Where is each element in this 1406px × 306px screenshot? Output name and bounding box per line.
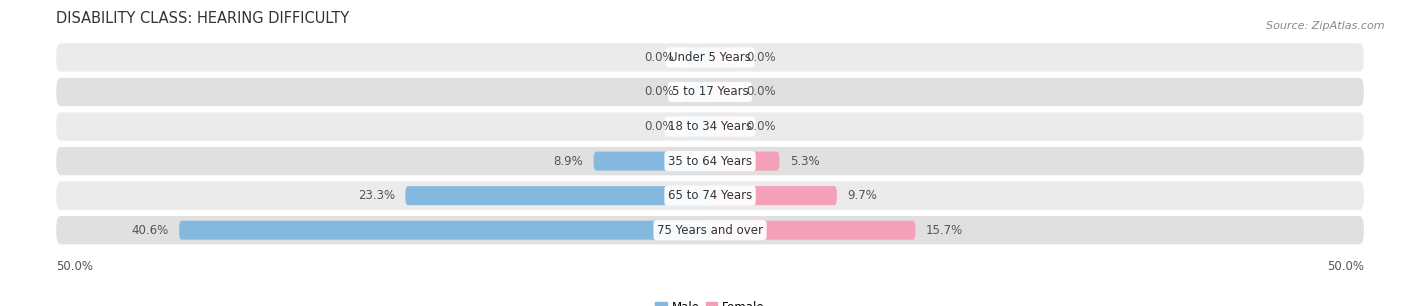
- FancyBboxPatch shape: [56, 78, 1364, 106]
- Legend: Male, Female: Male, Female: [655, 300, 765, 306]
- Text: 75 Years and over: 75 Years and over: [657, 224, 763, 237]
- Text: Under 5 Years: Under 5 Years: [669, 51, 751, 64]
- Text: DISABILITY CLASS: HEARING DIFFICULTY: DISABILITY CLASS: HEARING DIFFICULTY: [56, 11, 350, 26]
- Text: 18 to 34 Years: 18 to 34 Years: [668, 120, 752, 133]
- Text: 65 to 74 Years: 65 to 74 Years: [668, 189, 752, 202]
- FancyBboxPatch shape: [179, 221, 710, 240]
- FancyBboxPatch shape: [56, 147, 1364, 175]
- FancyBboxPatch shape: [710, 83, 737, 102]
- FancyBboxPatch shape: [405, 186, 710, 205]
- Text: 50.0%: 50.0%: [56, 259, 93, 273]
- FancyBboxPatch shape: [683, 117, 710, 136]
- Text: 0.0%: 0.0%: [747, 51, 776, 64]
- Text: Source: ZipAtlas.com: Source: ZipAtlas.com: [1267, 21, 1385, 32]
- FancyBboxPatch shape: [710, 221, 915, 240]
- Text: 0.0%: 0.0%: [747, 120, 776, 133]
- Text: 40.6%: 40.6%: [131, 224, 169, 237]
- Text: 8.9%: 8.9%: [554, 155, 583, 168]
- Text: 15.7%: 15.7%: [925, 224, 963, 237]
- FancyBboxPatch shape: [710, 117, 737, 136]
- FancyBboxPatch shape: [683, 83, 710, 102]
- FancyBboxPatch shape: [710, 186, 837, 205]
- Text: 9.7%: 9.7%: [848, 189, 877, 202]
- Text: 5 to 17 Years: 5 to 17 Years: [672, 85, 748, 99]
- Text: 23.3%: 23.3%: [357, 189, 395, 202]
- FancyBboxPatch shape: [56, 43, 1364, 72]
- Text: 0.0%: 0.0%: [747, 85, 776, 99]
- FancyBboxPatch shape: [710, 48, 737, 67]
- FancyBboxPatch shape: [710, 151, 779, 171]
- Text: 5.3%: 5.3%: [790, 155, 820, 168]
- FancyBboxPatch shape: [56, 112, 1364, 141]
- FancyBboxPatch shape: [683, 48, 710, 67]
- Text: 50.0%: 50.0%: [1327, 259, 1364, 273]
- Text: 35 to 64 Years: 35 to 64 Years: [668, 155, 752, 168]
- Text: 0.0%: 0.0%: [644, 120, 673, 133]
- Text: 0.0%: 0.0%: [644, 85, 673, 99]
- FancyBboxPatch shape: [56, 181, 1364, 210]
- FancyBboxPatch shape: [56, 216, 1364, 244]
- Text: 0.0%: 0.0%: [644, 51, 673, 64]
- FancyBboxPatch shape: [593, 151, 710, 171]
